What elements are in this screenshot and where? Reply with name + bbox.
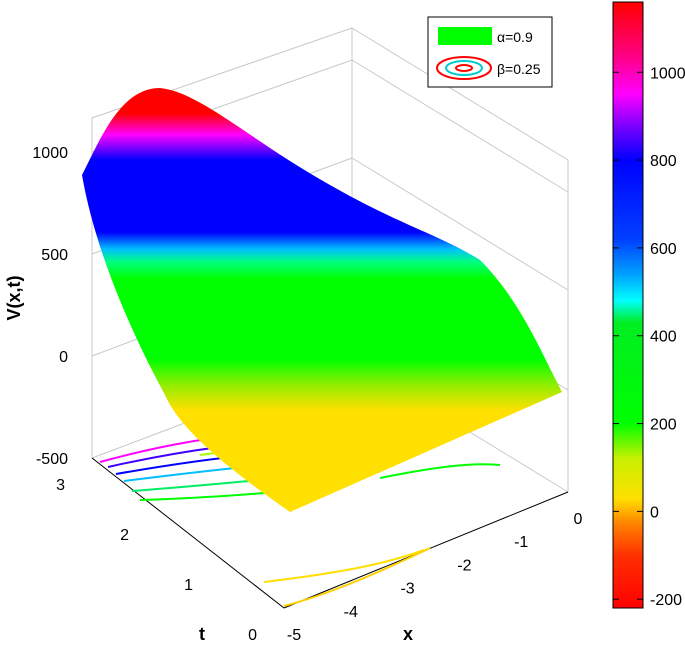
t-tick-label: 2	[120, 527, 129, 544]
colorbar-tick-label: 0	[650, 504, 659, 521]
colorbar	[612, 1, 644, 609]
contour-line	[263, 549, 425, 583]
x-tick-label: -3	[400, 581, 414, 598]
z-axis-label: V(x,t)	[4, 275, 24, 320]
legend-label-beta: β=0.25	[497, 61, 541, 77]
t-tick-label: 1	[184, 577, 193, 594]
t-tick-label: 0	[248, 627, 257, 644]
t-tick-label: 3	[56, 477, 65, 494]
grid-z-1000-right	[351, 59, 569, 193]
colorbar-tick-labels: -200 0 200 400 600 800 1000	[613, 65, 685, 609]
z-tick-label: 0	[59, 349, 68, 366]
t-tick-labels: 0 1 2 3	[56, 477, 257, 644]
x-tick-labels: -5 -4 -3 -2 -1 0	[287, 511, 583, 644]
z-tick-label: 500	[41, 247, 68, 264]
z-tick-label: -500	[36, 451, 68, 468]
contour-line	[379, 463, 501, 479]
x-tick-label: -1	[514, 534, 528, 551]
surface	[82, 88, 562, 512]
colorbar-tick-label: 1000	[650, 65, 685, 82]
x-axis-label: x	[403, 624, 413, 644]
colorbar-tick-label: 400	[650, 329, 677, 346]
x-tick-label: 0	[574, 511, 583, 528]
colorbar-tick-label: 200	[650, 417, 677, 434]
colorbar-tick-label: 800	[650, 153, 677, 170]
z-tick-label: 1000	[32, 145, 68, 162]
x-tick-label: -5	[287, 627, 301, 644]
legend-contour-icon	[436, 56, 492, 80]
legend: α=0.9 β=0.25	[427, 16, 553, 88]
legend-label-alpha: α=0.9	[497, 29, 533, 45]
colorbar-gradient	[612, 1, 644, 609]
legend-green-swatch	[438, 27, 492, 45]
z-tick-labels: -500 0 500 1000	[32, 145, 68, 468]
grid-z-500-right	[351, 157, 569, 291]
t-axis-label: t	[199, 624, 205, 644]
t-axis-line	[91, 457, 285, 609]
top-back-right-edge	[351, 27, 569, 161]
colorbar-tick-label: 600	[650, 241, 677, 258]
colorbar-tick-label: -200	[650, 592, 682, 609]
x-tick-label: -2	[457, 557, 471, 574]
x-tick-label: -4	[344, 604, 358, 621]
contour-line	[283, 547, 431, 607]
